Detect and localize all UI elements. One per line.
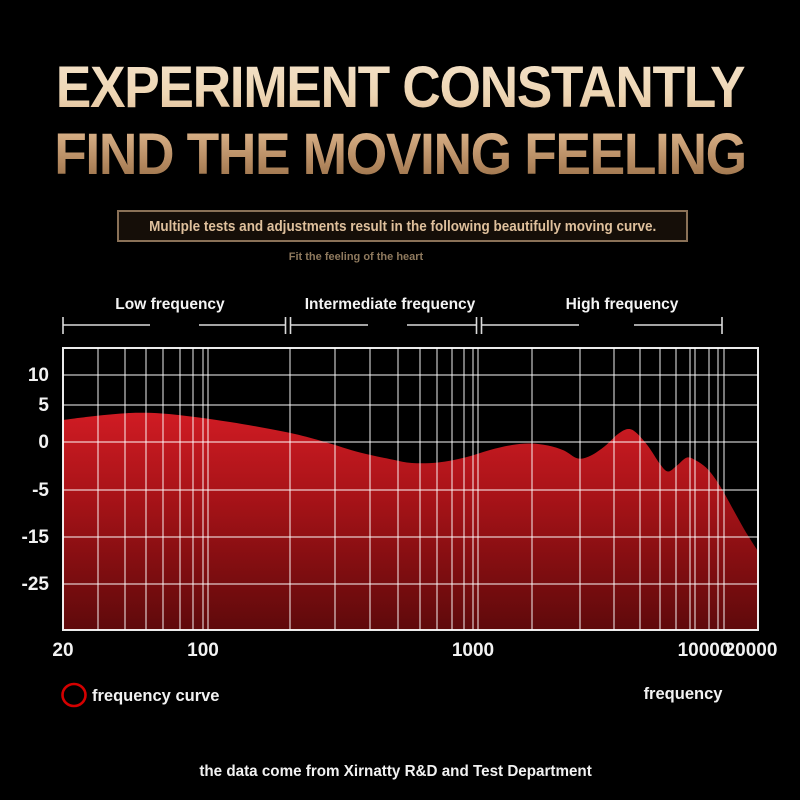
subtitle-banner: Multiple tests and adjustments result in… — [117, 210, 688, 242]
plot-border — [62, 347, 759, 631]
band-label: High frequency — [566, 296, 679, 313]
y-axis-tick-label: 5 — [38, 395, 49, 416]
y-axis-tick-label: -15 — [22, 527, 50, 548]
band-label: Low frequency — [115, 296, 225, 313]
legend-label: frequency curve — [92, 687, 219, 705]
subtitle-text: Multiple tests and adjustments result in… — [148, 217, 657, 235]
y-axis-tick-label: 10 — [28, 365, 49, 386]
y-axis-tick-label: -5 — [32, 480, 49, 501]
x-axis-title: frequency — [644, 685, 724, 703]
x-axis-tick-label: 20 — [52, 640, 73, 661]
legend-curve-ring-icon — [61, 682, 87, 708]
y-axis-tick-label: 0 — [38, 432, 49, 453]
x-axis-tick-label: 10000 — [678, 640, 731, 661]
x-axis-tick-label: 100 — [187, 640, 219, 661]
x-axis-tick-label: 1000 — [452, 640, 494, 661]
tagline-text: Fit the feeling of the heart — [288, 251, 424, 263]
x-axis-tick-label: 20000 — [725, 640, 778, 661]
footer-caption: the data come from Xirnatty R&D and Test… — [199, 763, 593, 780]
band-label: Intermediate frequency — [305, 296, 476, 313]
y-axis-tick-label: -25 — [22, 574, 50, 595]
frequency-curve-area — [63, 412, 758, 630]
